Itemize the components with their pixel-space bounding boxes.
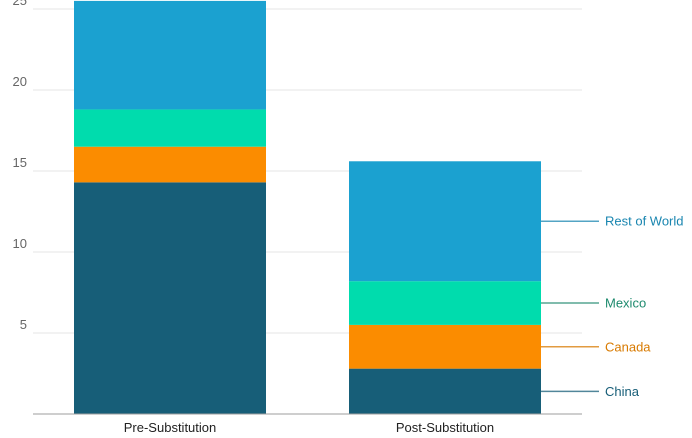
legend-label-china: China xyxy=(605,384,640,399)
y-tick-label: 10 xyxy=(13,236,27,251)
bar-segment-rest-of-world xyxy=(74,0,266,110)
legend-label-canada: Canada xyxy=(605,339,651,354)
x-category-label: Pre-Substitution xyxy=(124,420,217,435)
bar-segment-canada xyxy=(74,146,266,183)
bar-segment-mexico xyxy=(74,109,266,147)
legend-label-mexico: Mexico xyxy=(605,296,646,311)
series-legend: China Canada Mexico Rest of World xyxy=(541,214,684,399)
bar-segment-china xyxy=(74,182,266,414)
x-category-label: Post-Substitution xyxy=(396,420,494,435)
y-tick-label: 25 xyxy=(13,0,27,8)
y-tick-label: 20 xyxy=(13,74,27,89)
bar-segment-canada xyxy=(349,324,541,369)
y-axis-ticks: 5 10 15 20 25 xyxy=(13,0,27,332)
y-tick-label: 15 xyxy=(13,155,27,170)
bar-segment-china xyxy=(349,368,541,414)
bar-segment-mexico xyxy=(349,281,541,325)
bars xyxy=(74,0,541,414)
x-axis-category-labels: Pre-Substitution Post-Substitution xyxy=(124,420,494,435)
bar-segment-rest-of-world xyxy=(349,161,541,282)
y-tick-label: 5 xyxy=(20,317,27,332)
legend-label-rest-of-world: Rest of World xyxy=(605,214,684,229)
